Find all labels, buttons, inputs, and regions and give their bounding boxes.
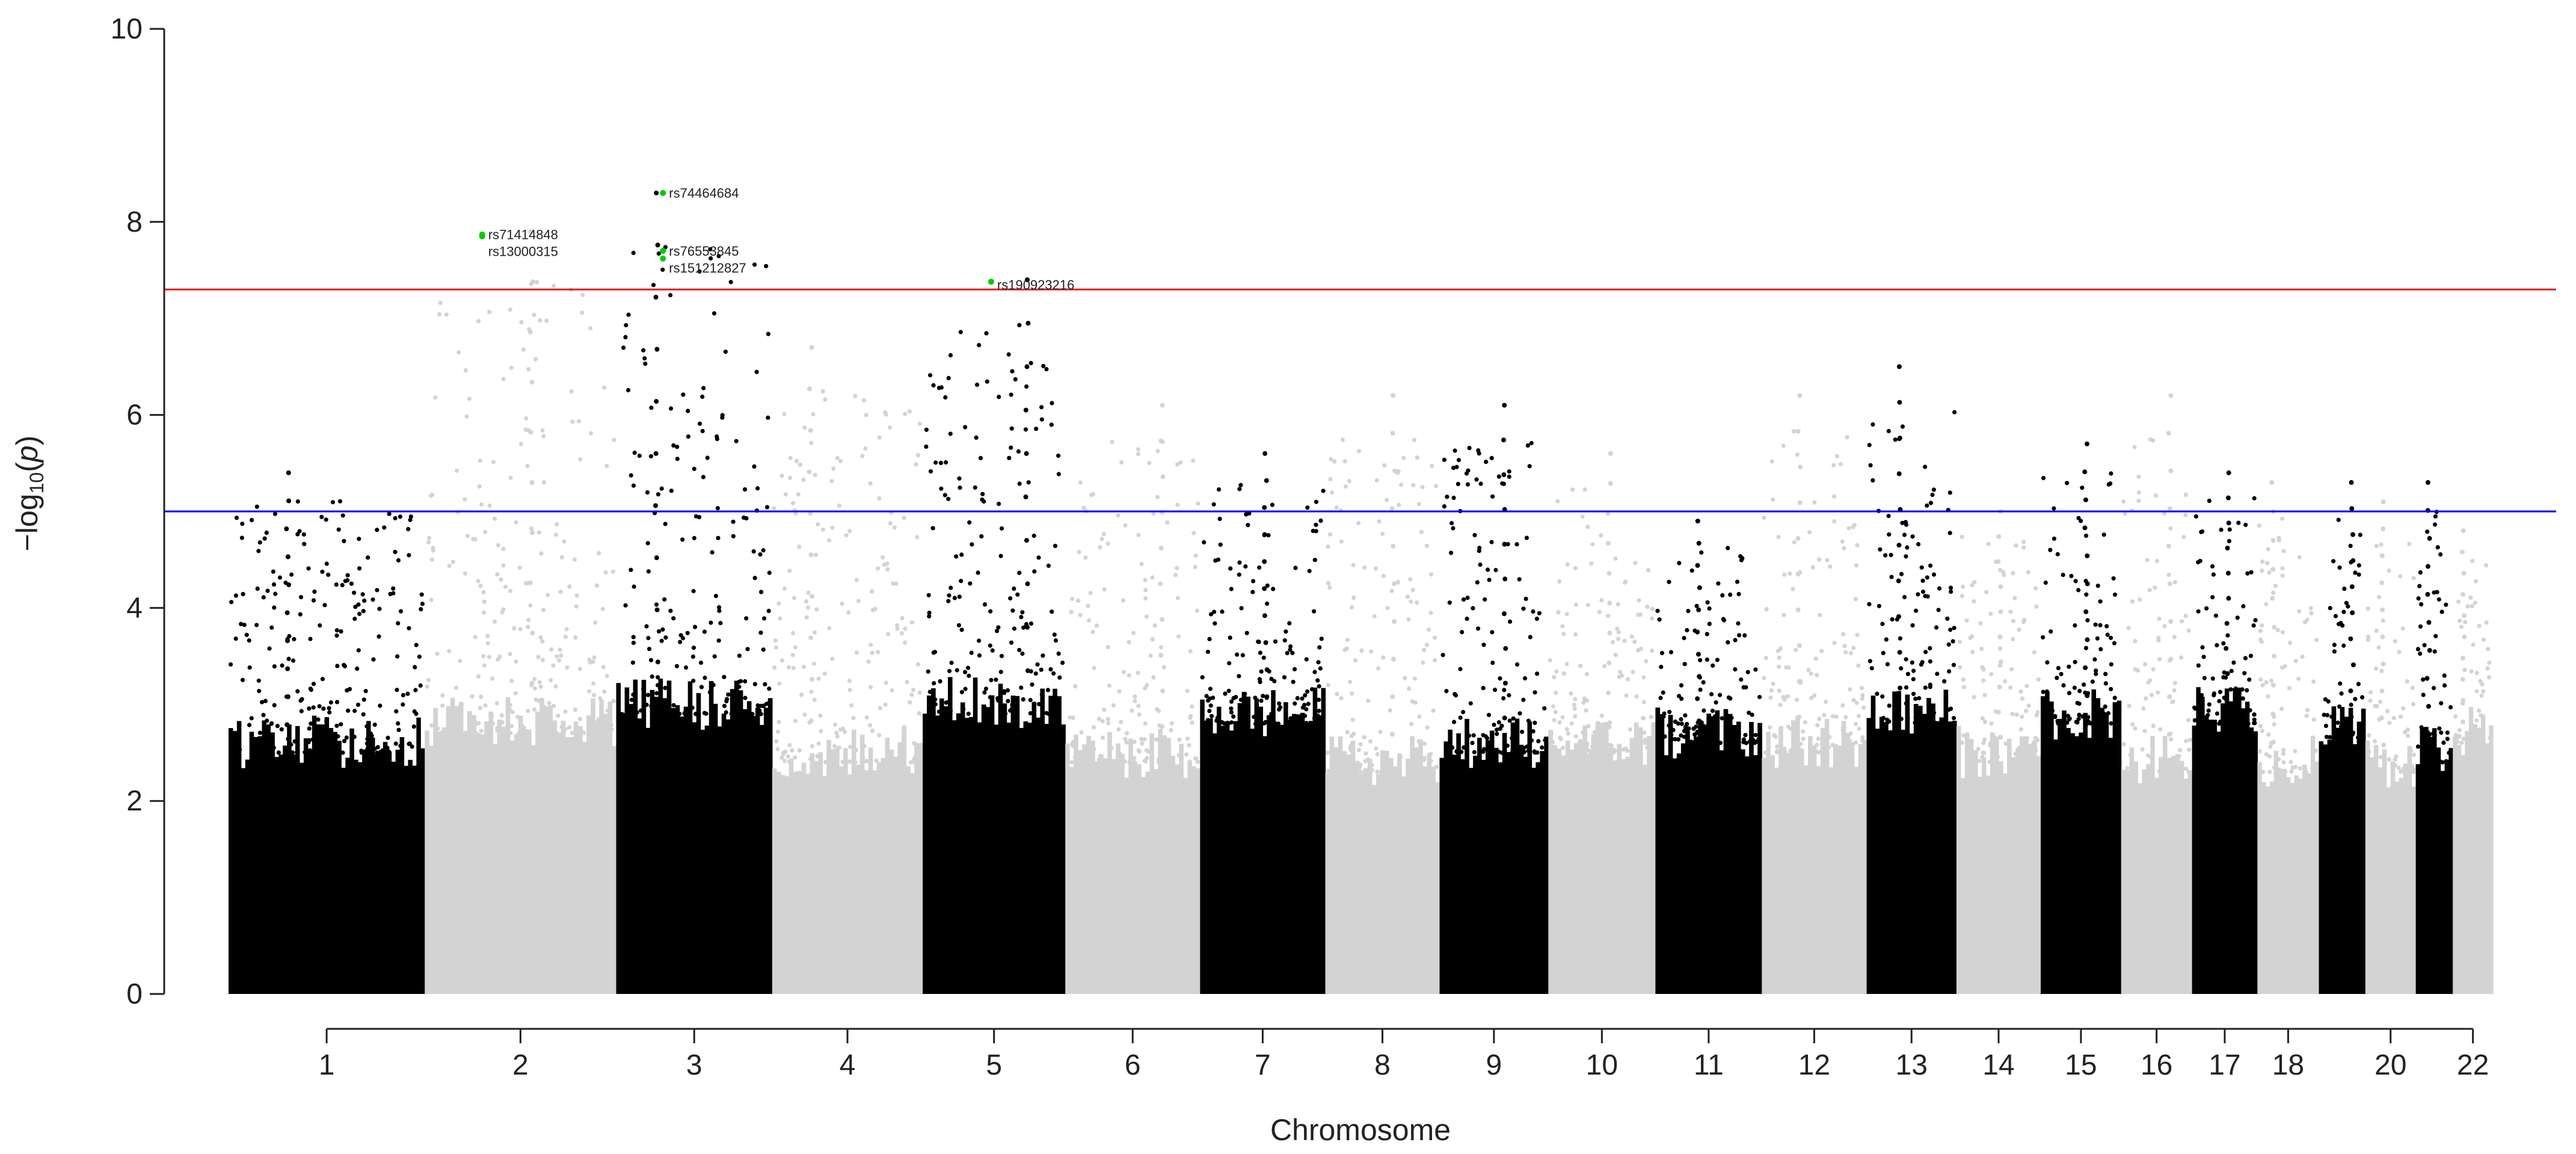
y-tick-label: 8 bbox=[126, 206, 143, 238]
snp-point-rs190923216 bbox=[988, 279, 994, 285]
snp-label-rs71414848: rs71414848 bbox=[488, 227, 558, 242]
x-tick-label: 18 bbox=[2272, 1049, 2304, 1081]
snp-point-rs74464684 bbox=[660, 190, 666, 196]
x-tick-label: 14 bbox=[1982, 1049, 2014, 1081]
chromosome-8-snps bbox=[1325, 393, 1440, 994]
y-tick-label: 6 bbox=[126, 400, 143, 431]
snp-point-rs76553845 bbox=[660, 247, 666, 254]
chromosome-11-snps bbox=[1655, 519, 1762, 994]
x-tick-label: 16 bbox=[2141, 1049, 2172, 1081]
snp-label-rs13000315: rs13000315 bbox=[488, 244, 558, 259]
chromosome-15-snps bbox=[2041, 441, 2122, 994]
snp-point-rs13000315 bbox=[479, 233, 485, 239]
x-tick-label: 3 bbox=[686, 1049, 702, 1081]
chromosome-1-snps bbox=[229, 470, 425, 994]
snp-label-rs190923216: rs190923216 bbox=[997, 277, 1074, 292]
x-tick-label: 1 bbox=[319, 1049, 335, 1081]
chromosome-6-snps bbox=[1065, 403, 1200, 994]
chromosome-4-snps bbox=[772, 345, 923, 994]
x-tick-label: 5 bbox=[986, 1049, 1002, 1081]
y-tick-label: 4 bbox=[126, 592, 143, 624]
chromosome-13-snps bbox=[1866, 364, 1957, 994]
y-tick-label: 2 bbox=[126, 785, 143, 817]
y-tick-label: 10 bbox=[111, 13, 143, 45]
x-axis-title: Chromosome bbox=[1270, 1113, 1451, 1147]
chromosome-20-snps bbox=[2365, 499, 2417, 994]
x-tick-label: 15 bbox=[2065, 1049, 2097, 1081]
snp-label-rs76553845: rs76553845 bbox=[669, 244, 739, 259]
x-tick-label: 6 bbox=[1125, 1049, 1141, 1081]
snp-points bbox=[229, 190, 2494, 994]
chromosome-9-snps bbox=[1439, 403, 1549, 994]
x-tick-label: 8 bbox=[1374, 1049, 1391, 1081]
x-tick-label: 22 bbox=[2457, 1049, 2489, 1081]
threshold-lines bbox=[164, 288, 2556, 513]
snp-point-rs151212827 bbox=[660, 255, 666, 262]
chromosome-18-snps bbox=[2257, 480, 2320, 994]
chromosome-10-snps bbox=[1548, 451, 1656, 994]
chromosome-14-snps bbox=[1956, 509, 2041, 994]
chromosome-2-snps bbox=[425, 229, 617, 994]
x-tick-label: 13 bbox=[1896, 1049, 1928, 1081]
chromosome-19-snps bbox=[2319, 480, 2366, 994]
x-tick-label: 9 bbox=[1486, 1049, 1502, 1081]
snp-label-rs74464684: rs74464684 bbox=[669, 186, 739, 201]
y-tick-label: 0 bbox=[126, 978, 143, 1010]
x-tick-label: 2 bbox=[512, 1049, 529, 1081]
y-axis-title: −log10(p) bbox=[10, 436, 48, 552]
highlighted-snps: rs71414848 rs13000315 rs74464684 rs76553845… bbox=[479, 186, 1074, 292]
x-tick-label: 10 bbox=[1586, 1049, 1618, 1081]
chromosome-16-snps bbox=[2121, 393, 2193, 994]
x-tick-label: 20 bbox=[2375, 1049, 2406, 1081]
chromosome-3-snps bbox=[616, 190, 773, 994]
chromosome-7-snps bbox=[1200, 451, 1326, 994]
chromosome-21-snps bbox=[2415, 480, 2453, 994]
x-tick-label: 17 bbox=[2209, 1049, 2240, 1081]
chromosome-12-snps bbox=[1762, 393, 1867, 994]
chromosome-5-snps bbox=[923, 277, 1066, 994]
x-tick-label: 12 bbox=[1798, 1049, 1830, 1081]
x-tick-label: 4 bbox=[840, 1049, 856, 1081]
x-tick-label: 11 bbox=[1694, 1049, 1724, 1081]
chromosome-22-snps bbox=[2453, 528, 2494, 994]
chromosome-17-snps bbox=[2192, 470, 2258, 994]
x-tick-label: 7 bbox=[1255, 1049, 1271, 1081]
snp-label-rs151212827: rs151212827 bbox=[669, 261, 746, 276]
